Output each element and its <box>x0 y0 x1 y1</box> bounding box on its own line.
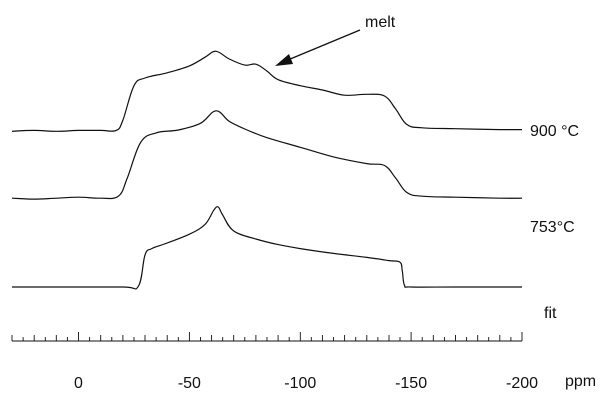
series-labels: 900 °C 753°C fit <box>530 123 579 322</box>
x-axis: 0 -50 -100 -150 -200 ppm <box>11 332 596 392</box>
series-label-2: 753°C <box>530 219 575 236</box>
x-axis-tick-label: -150 <box>395 375 427 392</box>
x-axis-tick-label: -100 <box>284 375 316 392</box>
x-axis-tick-labels: 0 -50 -100 -150 -200 <box>74 375 538 392</box>
series-line-2 <box>11 110 523 200</box>
series-line-1 <box>11 50 523 132</box>
x-axis-tick-label: -50 <box>178 375 201 392</box>
melt-annotation: melt <box>275 14 396 66</box>
x-axis-label: ppm <box>565 373 596 390</box>
melt-annotation-arrow <box>282 29 361 63</box>
melt-annotation-arrowhead <box>275 54 293 66</box>
x-axis-tick-label: -200 <box>506 375 538 392</box>
series-line-3 <box>12 206 522 290</box>
x-axis-ticks <box>11 332 523 341</box>
series-label-3: fit <box>544 305 557 322</box>
melt-annotation-label: melt <box>365 14 396 31</box>
spectra-series-layer <box>11 50 523 290</box>
x-axis-tick-label: 0 <box>74 375 83 392</box>
series-label-1: 900 °C <box>530 123 579 140</box>
